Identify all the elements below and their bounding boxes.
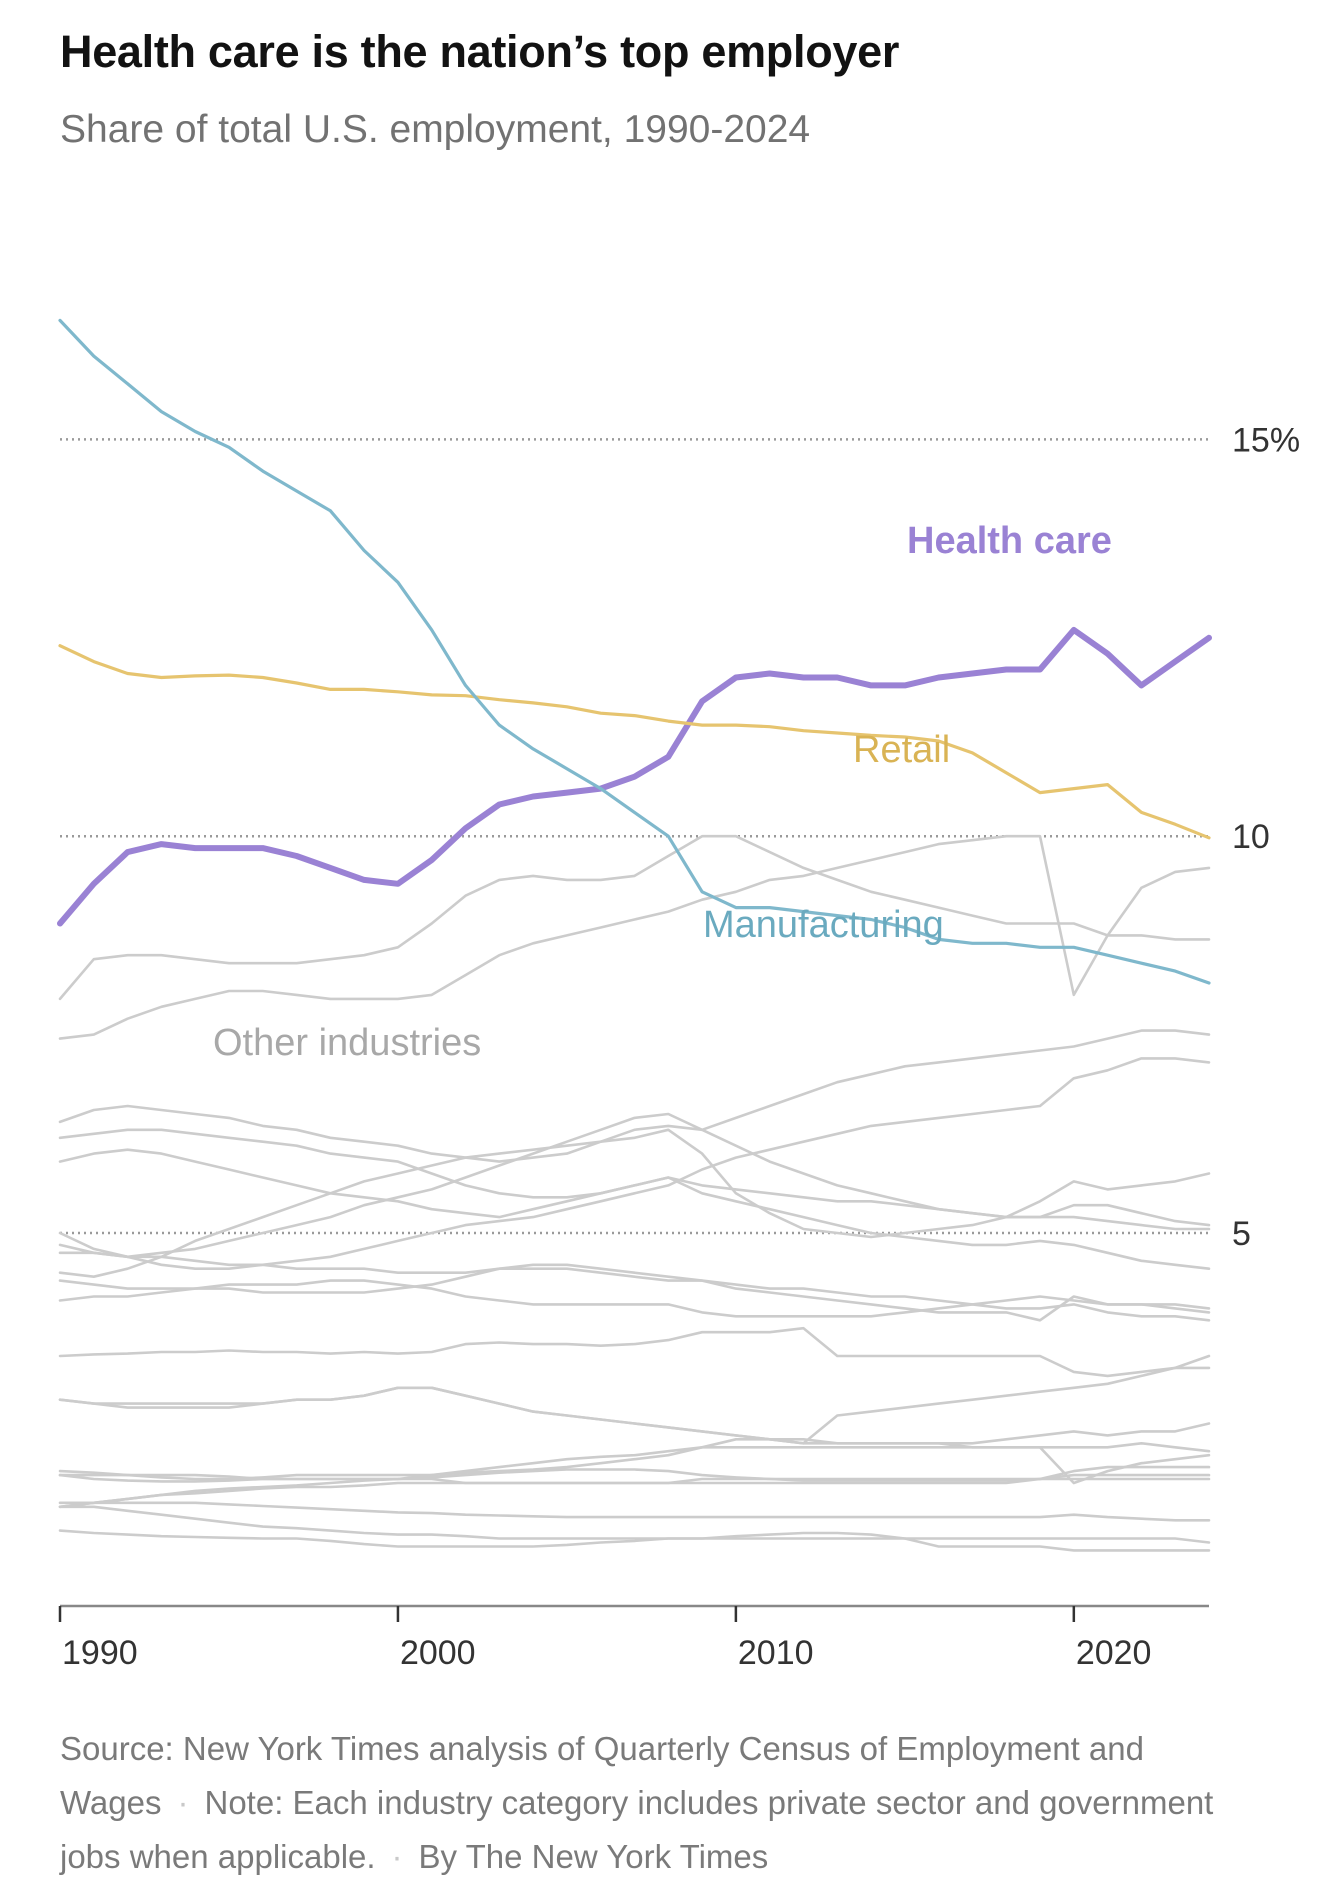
chart-subtitle: Share of total U.S. employment, 1990-202… [60,108,811,151]
other-industry-line-22 [58,1529,1211,1552]
chart-title: Health care is the nation’s top employer [60,26,900,77]
x-tick-label-2010: 2010 [738,1634,814,1672]
other-industry-line-1 [58,834,1211,1001]
highlighted-series-lines [57,318,1212,985]
source-note: Source: New York Times analysis of Quart… [60,1730,1144,1821]
other-industry-line-11 [58,1279,1211,1318]
other-industry-line-20 [58,1501,1211,1522]
other-industry-line-4 [58,1128,1211,1231]
x-tick-label-2000: 2000 [400,1634,476,1672]
series-line-manufacturing [58,318,1211,985]
other-industries-label: Other industries [213,1022,481,1064]
other-industry-line-10 [58,1263,1211,1322]
series-label-manufacturing: Manufacturing [703,904,944,946]
separator-dot: · [177,1784,189,1821]
y-axis-labels: 5 10 15% [1232,421,1300,1253]
methodology-note: Note: Each industry category includes pr… [60,1784,1214,1875]
y-tick-label-15: 15% [1232,421,1300,459]
y-tick-label-5: 5 [1232,1215,1251,1253]
byline: By The New York Times [418,1838,769,1875]
other-industry-line-12 [58,1326,1211,1378]
other-industry-line-15 [58,1438,1211,1481]
series-label-health-care: Health care [907,520,1112,562]
separator-dot: · [391,1838,403,1875]
other-industry-line-8 [58,1112,1211,1259]
other-industry-line-14 [58,1354,1211,1445]
line-chart: 1990 2000 2010 2020 5 10 15% Health care Reta… [57,318,1300,1672]
y-tick-label-10: 10 [1232,818,1270,856]
other-industry-line-19 [58,1465,1211,1509]
other-industry-line-7 [58,1128,1211,1278]
series-labels: Health care Retail Manufacturing Other i… [213,520,1112,1064]
other-industry-line-18 [58,1468,1211,1483]
other-industry-line-5 [58,1148,1211,1270]
x-tick-label-1990: 1990 [62,1634,138,1672]
x-axis: 1990 2000 2010 2020 [58,1604,1209,1672]
other-industry-line-2 [58,834,1211,1040]
other-industry-line-21 [58,1505,1211,1544]
other-industry-line-16 [58,1446,1211,1509]
series-label-retail: Retail [853,729,950,771]
series-line-retail [58,644,1211,840]
chart-footer: Source: New York Times analysis of Quart… [60,1722,1240,1884]
other-industry-line-3 [58,1029,1211,1163]
other-industry-line-6 [58,1057,1211,1270]
other-industry-line-13 [58,1386,1211,1445]
x-tick-label-2020: 2020 [1076,1634,1152,1672]
other-industry-line-9 [58,1251,1211,1322]
other-industries-lines [58,834,1211,1552]
series-line-health-care [57,626,1212,927]
